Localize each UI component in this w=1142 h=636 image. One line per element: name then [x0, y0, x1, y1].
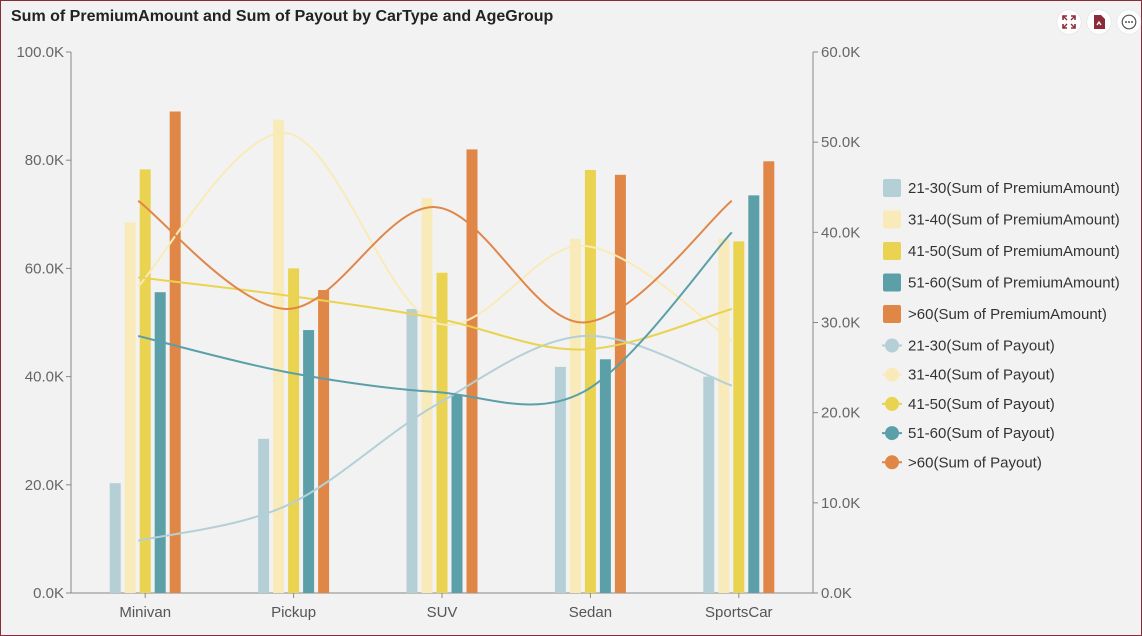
bar [436, 272, 448, 593]
bar [466, 149, 478, 593]
bar [303, 330, 315, 593]
series-line [137, 335, 733, 542]
y-right-tick-label: 20.0K [821, 405, 860, 422]
legend-marker [885, 396, 899, 411]
bar [421, 198, 433, 593]
y-left-tick-label: 0.0K [33, 585, 64, 602]
bar [288, 268, 300, 593]
y-right-tick-label: 30.0K [821, 315, 860, 332]
y-left-tick-label: 80.0K [25, 152, 64, 169]
bar [451, 394, 463, 593]
chart-title: Sum of PremiumAmount and Sum of Payout b… [11, 8, 554, 25]
bar [703, 376, 715, 593]
y-left-tick-label: 40.0K [25, 369, 64, 386]
legend-marker [885, 338, 899, 353]
export-document-icon[interactable] [1087, 10, 1111, 34]
bar [733, 241, 745, 593]
legend-swatch [883, 179, 901, 197]
y-left-tick-label: 60.0K [25, 260, 64, 277]
x-tick-label: Pickup [271, 604, 316, 621]
chart-toolbar [1057, 10, 1141, 34]
x-tick-label: SUV [427, 604, 458, 621]
bar [718, 238, 730, 593]
legend-marker [885, 426, 899, 441]
bar [569, 238, 581, 593]
bar [584, 169, 596, 594]
bar [614, 174, 626, 593]
legend-swatch [883, 242, 901, 260]
bar [169, 111, 181, 593]
bar [139, 169, 151, 593]
y-right-tick-label: 40.0K [821, 224, 860, 241]
series-line [137, 231, 733, 406]
y-right-tick-label: 60.0K [821, 44, 860, 61]
legend-label: 51-60(Sum of PremiumAmount) [908, 275, 1120, 292]
legend-label: 31-40(Sum of PremiumAmount) [908, 212, 1120, 229]
bar [273, 119, 285, 593]
legend-label: 21-30(Sum of Payout) [908, 338, 1055, 355]
bar [599, 359, 611, 593]
x-tick-label: SportsCar [705, 604, 773, 621]
legend-swatch [883, 273, 901, 292]
bar [154, 292, 166, 593]
more-options-icon[interactable] [1117, 10, 1141, 34]
bar [406, 308, 418, 593]
y-right-tick-label: 0.0K [821, 585, 852, 602]
bar [109, 483, 121, 593]
y-right-tick-label: 10.0K [821, 495, 860, 512]
x-tick-label: Sedan [569, 604, 612, 621]
legend-label: 41-50(Sum of Payout) [908, 396, 1055, 413]
bar [748, 195, 760, 594]
legend-label: 21-30(Sum of PremiumAmount) [908, 180, 1120, 197]
legend-label: 31-40(Sum of Payout) [908, 367, 1055, 384]
series-line [137, 132, 733, 342]
x-tick-label: Minivan [119, 604, 171, 621]
legend-label: 41-50(Sum of PremiumAmount) [908, 243, 1120, 260]
legend-label: 51-60(Sum of Payout) [908, 425, 1055, 442]
series-line [137, 199, 733, 324]
legend-label: >60(Sum of PremiumAmount) [908, 306, 1107, 323]
y-right-tick-label: 50.0K [821, 134, 860, 151]
legend-marker [885, 367, 899, 382]
expand-icon[interactable] [1057, 10, 1081, 34]
legend-swatch [883, 305, 901, 323]
legend-marker [885, 455, 899, 470]
bar [318, 290, 330, 593]
y-left-tick-label: 100.0K [16, 44, 64, 61]
bar [763, 161, 775, 594]
bar [124, 222, 136, 594]
bar [258, 438, 270, 593]
y-left-tick-label: 20.0K [25, 477, 64, 494]
legend-swatch [883, 210, 901, 229]
series-line [138, 276, 733, 351]
bar [554, 366, 566, 593]
legend-label: >60(Sum of Payout) [908, 454, 1042, 471]
